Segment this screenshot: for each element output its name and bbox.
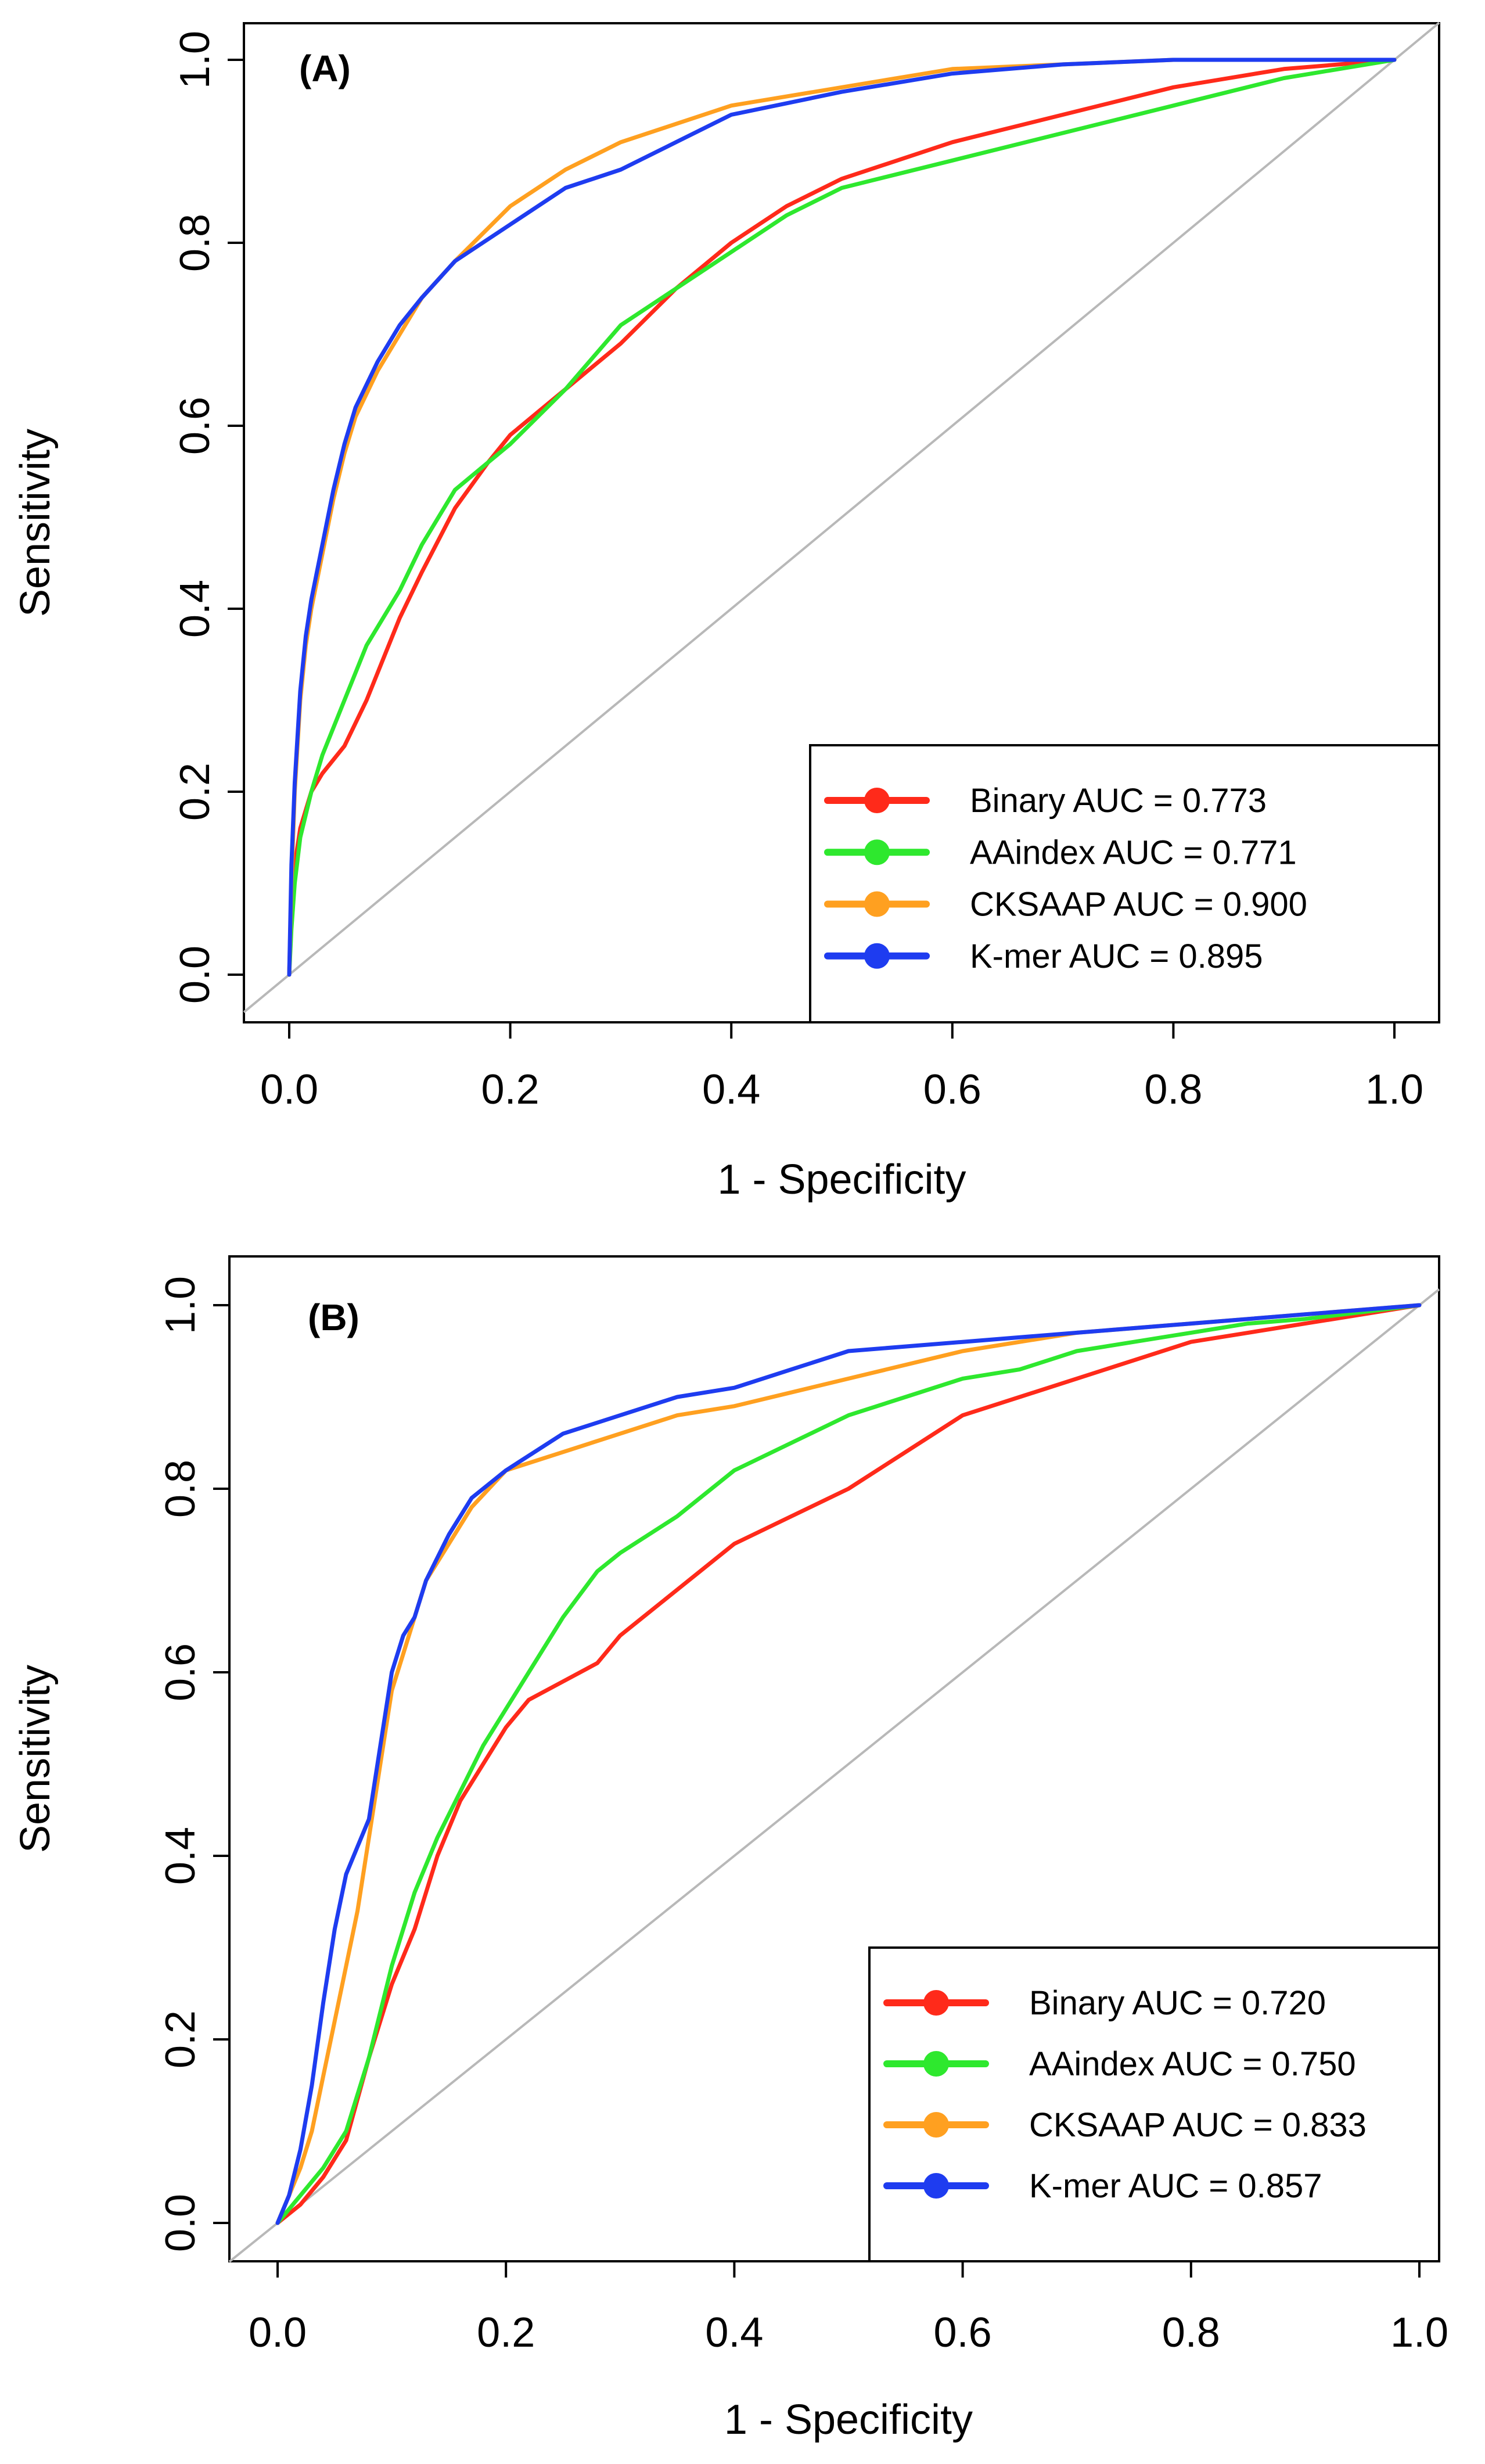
legend-entry-label: AAindex AUC = 0.771 [970, 834, 1297, 871]
series-line [275, 1303, 1422, 2225]
x-tick-label: 0.2 [477, 2309, 535, 2356]
legend-point-swatch [923, 1990, 949, 2016]
legend-entry-label: CKSAAP AUC = 0.833 [1029, 2106, 1367, 2144]
panel-label: (B) [308, 1296, 359, 1338]
y-tick-label: 0.2 [157, 2010, 204, 2068]
x-axis-label: 1 - Specificity [724, 2397, 973, 2443]
y-tick-label: 0.6 [172, 397, 218, 455]
legend-point-swatch [923, 2051, 949, 2077]
y-tick-label: 1.0 [172, 31, 218, 89]
x-tick-label: 0.4 [705, 2309, 763, 2356]
legend-entry-label: Binary AUC = 0.773 [970, 782, 1267, 820]
series-line [275, 1303, 1422, 2225]
x-tick-label: 0.0 [249, 2309, 307, 2356]
x-tick-label: 0.0 [260, 1066, 318, 1113]
legend-point-swatch [923, 2173, 949, 2199]
y-tick-label: 0.4 [157, 1827, 204, 1885]
y-tick-label: 0.4 [172, 580, 218, 638]
legend-point-swatch [864, 943, 890, 969]
legend: Binary AUC = 0.773 AAindex AUC = 0.771 CKS… [809, 744, 1440, 1023]
diagonal-reference-line [243, 21, 1440, 1014]
y-axis-label: Sensitivity [12, 429, 59, 617]
y-tick-label: 0.2 [172, 763, 218, 821]
x-tick-label: 1.0 [1390, 2309, 1448, 2356]
x-tick-label: 0.6 [923, 1066, 981, 1113]
roc-panel-b: 0.0 0.2 0.4 0.6 0.8 1.0 0.0 0.2 0.4 0.6 0.8 1.0 1 - … [12, 1255, 1448, 2443]
y-tick-label: 0.8 [172, 214, 218, 272]
y-tick-label: 0.0 [172, 946, 218, 1004]
diagonal-reference-line [228, 1288, 1440, 2263]
legend-point-swatch [864, 839, 890, 865]
legend-entry-label: Binary AUC = 0.720 [1029, 1984, 1326, 2022]
legend: Binary AUC = 0.720 AAindex AUC = 0.750 CKS… [868, 1946, 1440, 2262]
legend-point-swatch [864, 788, 890, 813]
x-tick-label: 0.2 [481, 1066, 540, 1113]
x-tick-label: 1.0 [1365, 1066, 1423, 1113]
legend-point-swatch [864, 891, 890, 917]
x-axis-label: 1 - Specificity [717, 1156, 966, 1203]
y-tick-label: 0.8 [157, 1460, 204, 1518]
y-tick-label: 0.0 [157, 2194, 204, 2252]
legend-entry-label: CKSAAP AUC = 0.900 [970, 886, 1307, 924]
series-line [287, 58, 1397, 977]
legend-entry-label: AAindex AUC = 0.750 [1029, 2045, 1356, 2083]
series-line [275, 1303, 1422, 2225]
legend-point-swatch [923, 2112, 949, 2138]
x-tick-label: 0.8 [1162, 2309, 1220, 2356]
legend-entry-label: K-mer AUC = 0.857 [1029, 2167, 1322, 2205]
y-tick-label: 0.6 [157, 1643, 204, 1701]
plot-frame [228, 1255, 1440, 2262]
roc-panel-a: 0.0 0.2 0.4 0.6 0.8 1.0 0.0 0.2 0.4 0.6 0.8 1.0 1 - … [12, 21, 1440, 1203]
x-tick-label: 0.4 [702, 1066, 760, 1113]
legend-box [809, 744, 1440, 1023]
legend-entry-label: K-mer AUC = 0.895 [970, 938, 1263, 975]
panel-label: (A) [299, 48, 351, 89]
series-line [287, 58, 1397, 977]
y-tick-label: 1.0 [157, 1276, 204, 1334]
x-tick-label: 0.6 [934, 2309, 992, 2356]
x-tick-label: 0.8 [1144, 1066, 1202, 1113]
y-axis-label: Sensitivity [12, 1665, 59, 1853]
